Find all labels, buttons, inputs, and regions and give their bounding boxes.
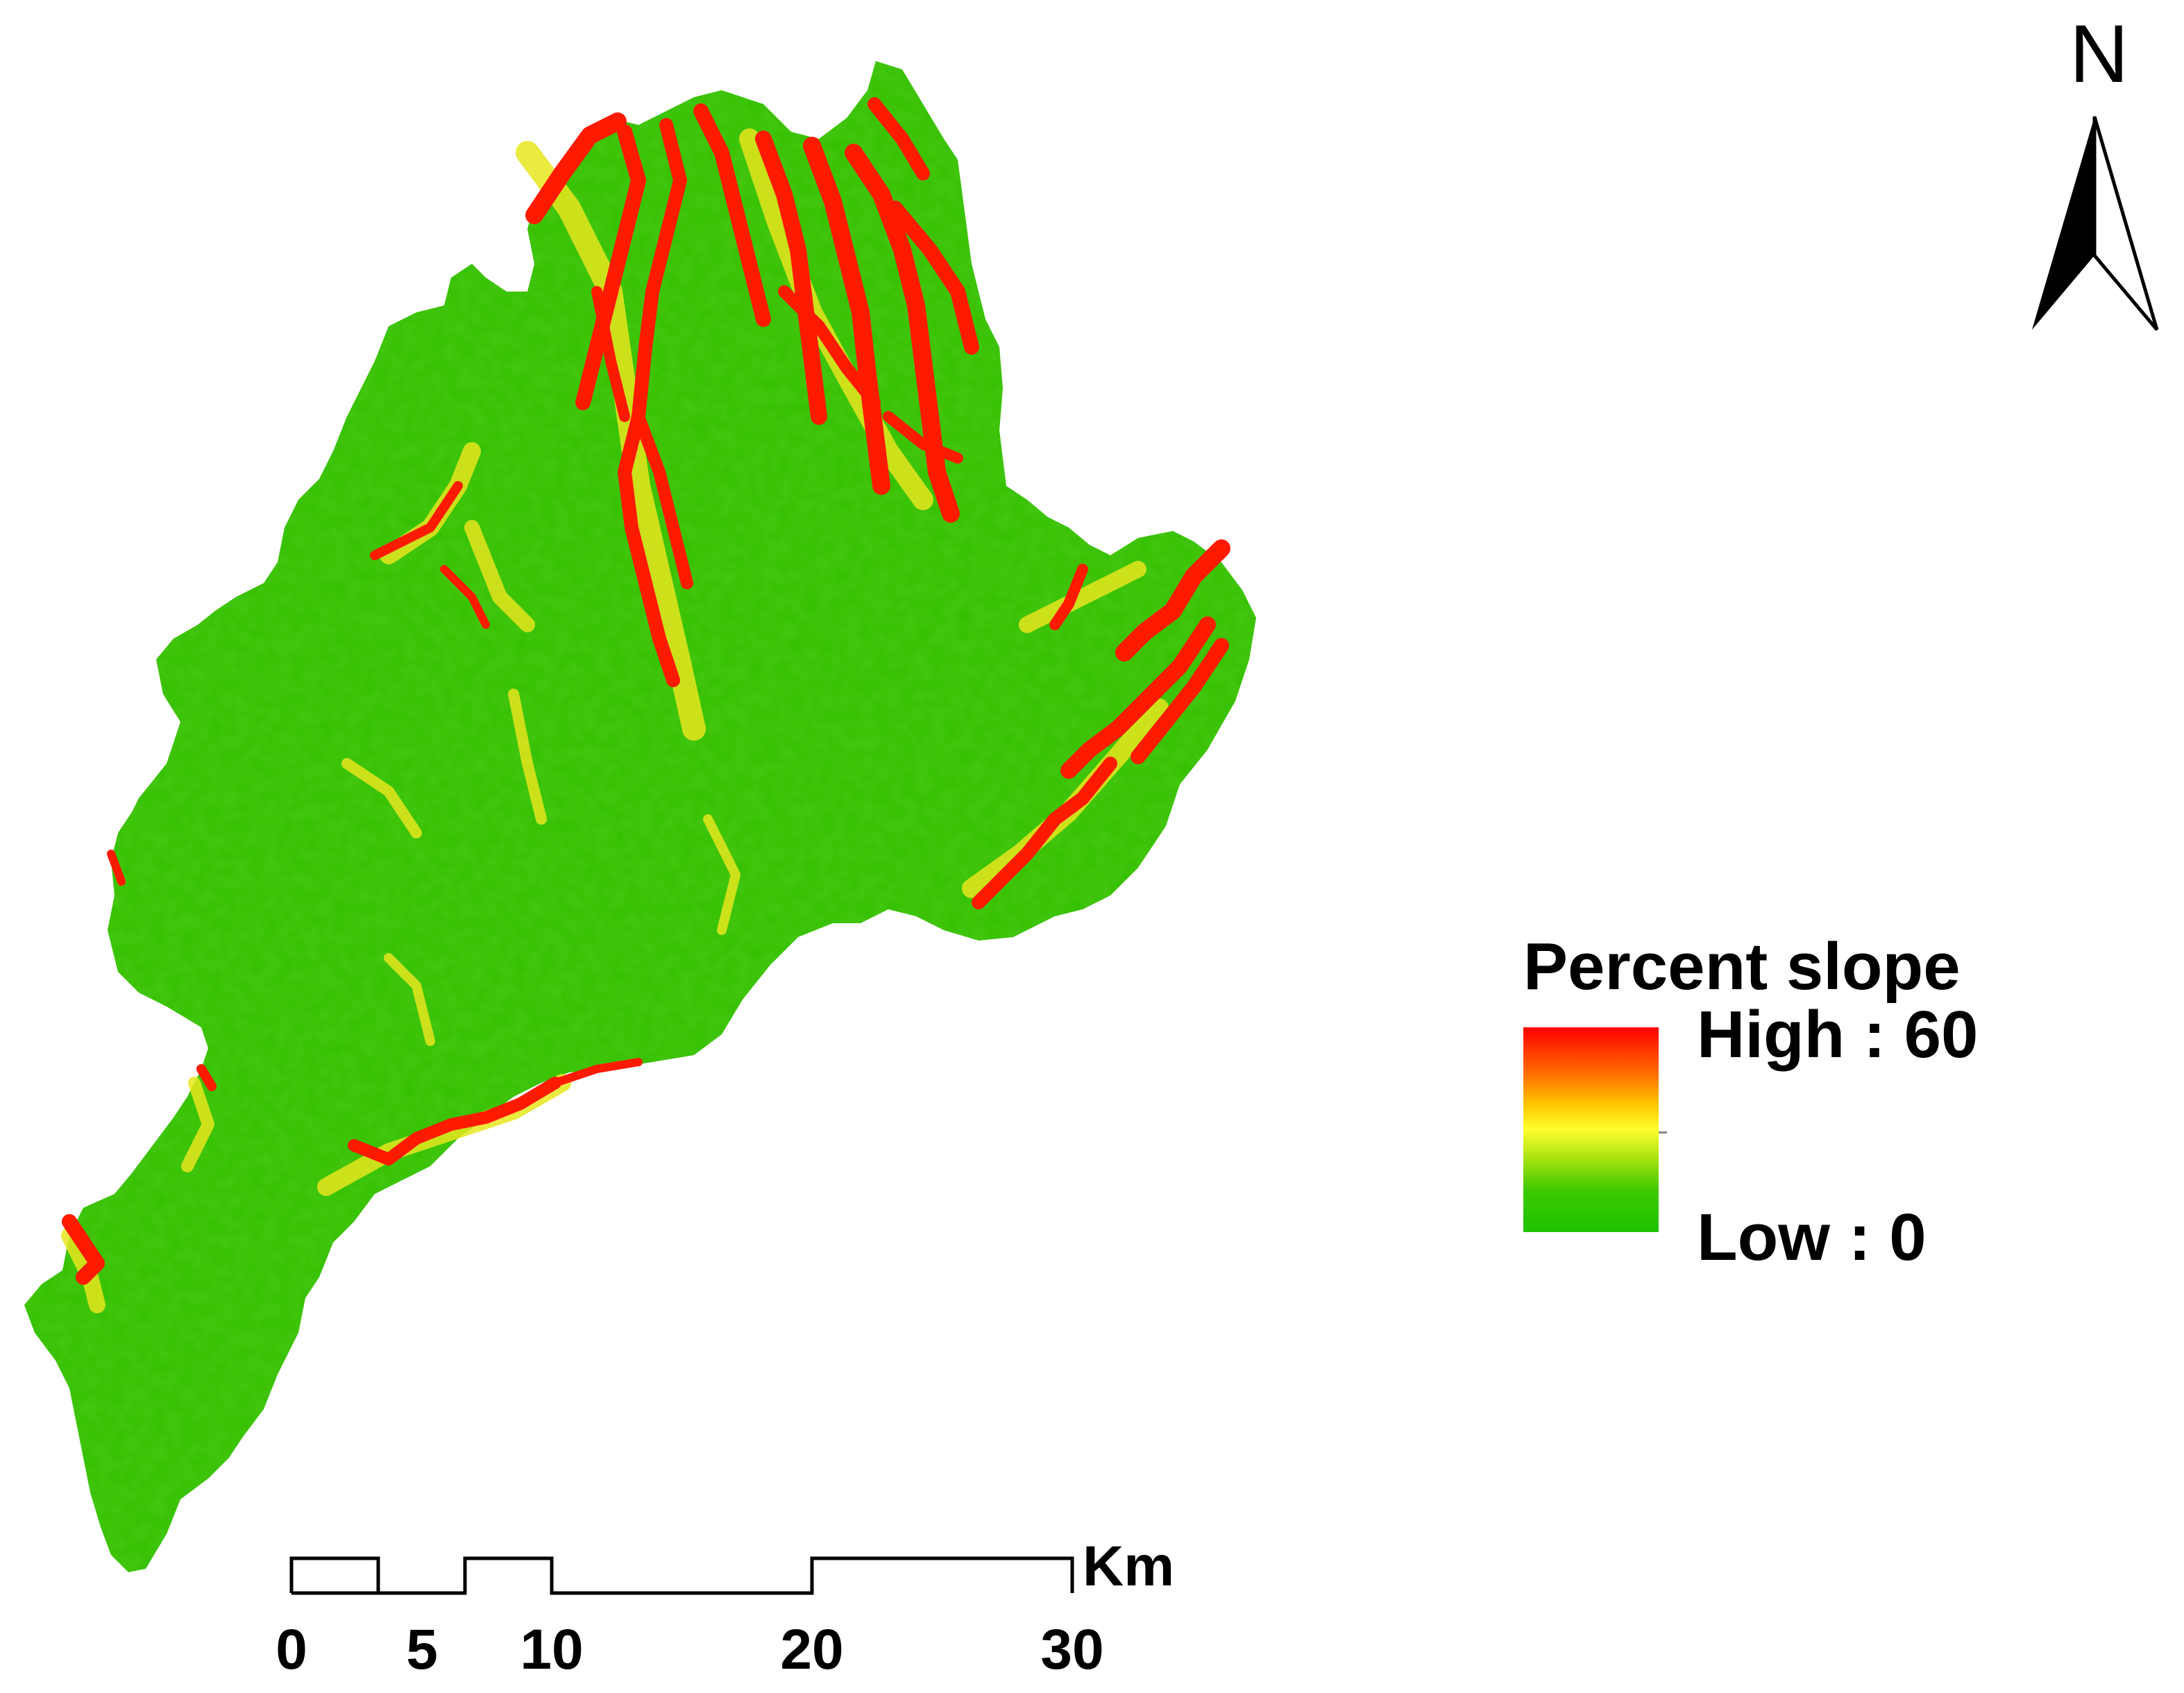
scale-tick-label: 20 [780,1618,844,1681]
scale-bar [289,1556,1074,1595]
legend-high-label: High : 60 [1697,997,1979,1072]
north-arrow-icon [2032,116,2159,331]
north-label: N [2069,8,2129,100]
steep-slope-zones [62,97,1230,1285]
scale-unit-label: Km [1083,1535,1175,1598]
scale-tick-label: 5 [406,1618,438,1681]
legend-title: Percent slope [1523,929,1961,1004]
terrain-texture [24,61,1256,1572]
scale-tick-label: 10 [520,1618,584,1681]
legend-mid-tick [1659,1131,1667,1134]
legend-color-ramp [1523,1027,1659,1232]
scale-tick-label: 0 [276,1618,307,1681]
legend-low-label: Low : 0 [1697,1200,1927,1274]
scale-tick-label: 30 [1040,1618,1104,1681]
